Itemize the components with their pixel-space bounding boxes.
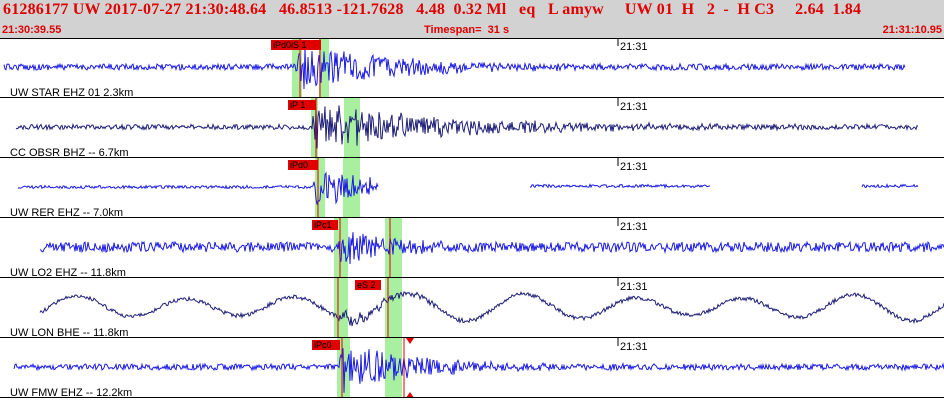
station-label: UW RER EHZ -- 7.0km <box>10 207 123 219</box>
station-label: UW LON BHE -- 11.8km <box>10 327 128 339</box>
pick-label-box[interactable] <box>312 220 338 230</box>
phase-window <box>334 218 348 278</box>
phase-window <box>315 158 325 218</box>
trace-panel-row[interactable]: 21:31 iPd0 UW RER EHZ -- 7.0km <box>0 158 944 219</box>
pick-label: iPd0iS 1 <box>273 40 307 50</box>
waveform-trace <box>39 232 944 265</box>
trace-panel-row[interactable]: 21:31 iPd0iS 1 UW STAR EHZ 01 2.3km <box>0 38 944 99</box>
waveform-trace <box>3 48 906 90</box>
phase-window <box>334 278 348 338</box>
waveform-trace <box>15 105 919 149</box>
time-tick-label: 21:31 <box>620 341 648 353</box>
pick-label-box[interactable] <box>271 40 321 50</box>
pick-label-box[interactable] <box>355 280 381 290</box>
marker-triangle <box>406 338 414 344</box>
trace-panel-row[interactable]: 21:31 eS 2 UW LON BHE -- 11.8km <box>0 278 944 339</box>
waveform-trace <box>39 291 944 327</box>
time-tick-label: 21:31 <box>620 281 648 293</box>
pick-label: iPd0 <box>290 160 308 170</box>
phase-window <box>319 38 329 98</box>
event-info-line: 61286177 UW 2017-07-27 21:30:48.64 46.85… <box>3 1 862 18</box>
station-label: UW LO2 EHZ -- 11.8km <box>10 267 126 279</box>
marker-triangle <box>406 392 414 398</box>
pick-label-box[interactable] <box>312 340 340 350</box>
pick-label: iP 1 <box>290 100 305 110</box>
pick-label-box[interactable] <box>288 100 316 110</box>
trace-panel-row[interactable]: 21:31 iP 1 CC OBSR BHZ -- 6.7km <box>0 98 944 159</box>
timespan-label: Timespan= 31 s <box>424 24 510 36</box>
start-time: 21:30:39.55 <box>2 24 62 36</box>
pick-label: eS 2 <box>357 280 376 290</box>
time-tick-label: 21:31 <box>620 41 648 53</box>
station-label: UW STAR EHZ 01 2.3km <box>10 87 133 99</box>
station-label: CC OBSR BHZ -- 6.7km <box>10 147 129 159</box>
pick-label-box[interactable] <box>288 160 318 170</box>
pick-label: iPc0 <box>314 340 332 350</box>
waveform-segment <box>529 183 711 189</box>
end-time: 21:31:10.95 <box>882 24 942 36</box>
time-tick-label: 21:31 <box>620 221 648 233</box>
trace-panel-row[interactable]: 21:31 iPc0 UW FMW EHZ -- 12.2km <box>0 338 944 399</box>
event-header: 61286177 UW 2017-07-27 21:30:48.64 46.85… <box>0 0 944 38</box>
time-tick-label: 21:31 <box>620 101 648 113</box>
waveform-trace <box>13 348 944 393</box>
trace-panel[interactable]: 21:31 iPd0iS 1 UW STAR EHZ 01 2.3km 21:31 iP… <box>0 38 944 400</box>
time-tick-label: 21:31 <box>620 161 648 173</box>
pick-label: iPc1 <box>314 220 332 230</box>
waveform-segment <box>861 183 919 189</box>
station-label: UW FMW EHZ -- 12.2km <box>10 387 132 399</box>
trace-panel-row[interactable]: 21:31 iPc1 UW LO2 EHZ -- 11.8km <box>0 218 944 279</box>
